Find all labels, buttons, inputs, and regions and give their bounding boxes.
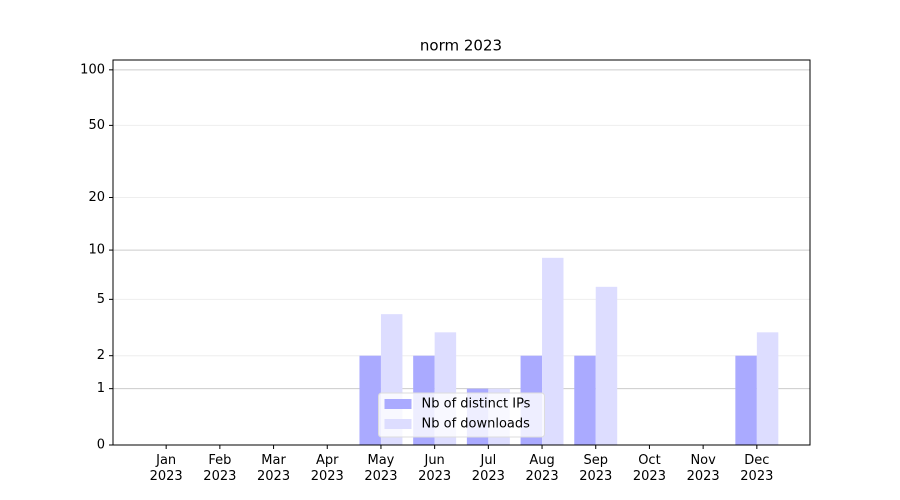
x-tick-label: Sep 2023 (579, 453, 613, 484)
legend-box (378, 392, 545, 438)
y-tick-label: 0 (97, 438, 105, 453)
y-tick-label: 1 (97, 381, 105, 396)
x-tick-label: Nov 2023 (686, 453, 720, 484)
y-tick-label: 10 (88, 243, 105, 258)
bar (542, 257, 564, 445)
x-tick-label: Feb 2023 (203, 453, 237, 484)
x-tick-label: Aug 2023 (525, 453, 559, 484)
x-tick-label: Oct 2023 (632, 453, 666, 484)
x-tick-label: May 2023 (364, 453, 398, 484)
y-tick-label: 50 (88, 118, 105, 133)
legend-label: Nb of distinct IPs (422, 397, 531, 412)
plot-frame (112, 59, 811, 446)
legend-label: Nb of downloads (422, 417, 531, 432)
legend-swatch (384, 399, 412, 409)
x-tick-label: Apr 2023 (310, 453, 344, 484)
bar (574, 355, 596, 445)
y-tick-label: 100 (80, 62, 105, 77)
legend-swatch (384, 419, 412, 429)
chart-title: norm 2023 (420, 37, 502, 55)
y-tick-label: 20 (88, 190, 105, 205)
x-tick-label: Jun 2023 (418, 453, 452, 484)
legend: Nb of distinct IPs Nb of downloads (378, 392, 545, 438)
y-tick-label: 2 (97, 348, 105, 363)
bar (595, 286, 618, 445)
y-tick-label: 5 (97, 292, 105, 307)
x-tick-label: Dec 2023 (740, 453, 774, 484)
x-tick-label: Jul 2023 (471, 453, 505, 484)
x-tick-label: Jan 2023 (149, 453, 183, 484)
x-tick-label: Mar 2023 (257, 453, 291, 484)
bar (735, 355, 757, 445)
bar (756, 332, 779, 445)
bar (359, 355, 381, 445)
